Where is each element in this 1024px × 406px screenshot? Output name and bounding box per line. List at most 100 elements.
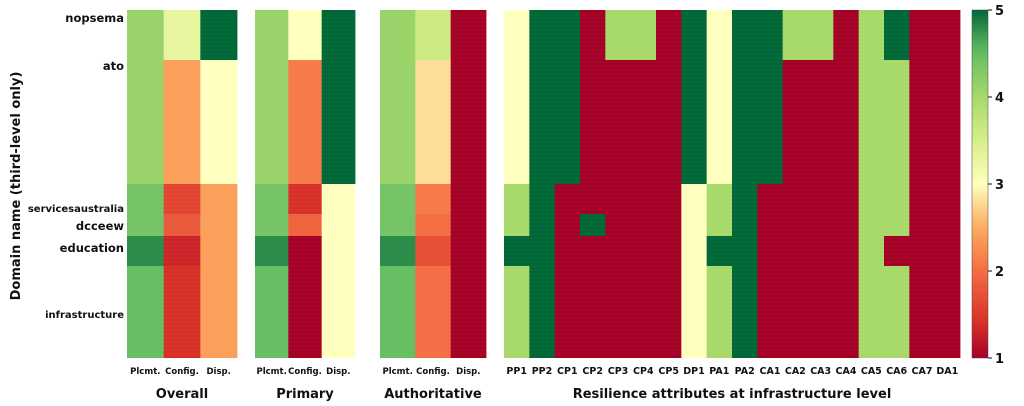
heatmap-cell [858,236,885,266]
heatmap-panel: Plcmt. Config. Disp. Primary [255,10,356,402]
heatmap-cell [757,10,784,60]
heatmap-cell [630,60,657,184]
x-tick-label: CP5 [658,366,679,377]
heatmap-cell [200,10,238,60]
panel-title: Overall [156,387,208,402]
heatmap-cell [681,60,708,184]
heatmap-cell [706,236,733,266]
heatmap-cell [833,184,860,214]
heatmap-cell [529,184,556,214]
y-tick-label: servicesaustralia [28,204,124,215]
heatmap-cell [380,60,416,184]
x-tick-label: PP2 [532,366,553,377]
x-tick-label: Disp. [206,367,230,377]
heatmap-cell [909,10,936,60]
heatmap-cell [580,60,606,184]
heatmap-cell [909,184,936,214]
heatmap-cell [415,60,452,184]
heatmap-cell [504,184,530,214]
heatmap-cell [884,266,910,358]
heatmap-cell [732,184,758,214]
heatmap-cell [450,214,487,236]
x-tick-label: Config. [165,367,199,377]
heatmap-cell [706,266,733,358]
heatmap-cell [833,236,860,266]
heatmap-cell [127,266,165,358]
heatmap-panel: Plcmt. Config. Disp. Authoritative [380,10,487,402]
x-tick-label: CA7 [912,366,933,377]
y-axis-label: Domain name (third-level only) [9,72,24,301]
heatmap-cell [255,266,289,358]
heatmap-cell [782,214,809,236]
heatmap-cell [833,60,860,184]
heatmap-cell [808,214,834,236]
heatmap-cell [732,60,758,184]
heatmap-cell [288,266,323,358]
panel-title: Resilience attributes at infrastructure … [573,387,892,402]
heatmap-cell [288,10,323,60]
x-tick-label: CP1 [557,366,578,377]
heatmap-cell [782,60,809,184]
heatmap-cell [163,10,201,60]
heatmap-cell [529,60,556,184]
heatmap-cell [200,266,238,358]
heatmap-cell [630,184,657,214]
heatmap-cell [288,60,323,184]
heatmap-cell [529,266,556,358]
heatmap-cell [630,236,657,266]
heatmap-cell [630,10,657,60]
heatmap-cell [605,214,632,236]
heatmap-cell [450,184,487,214]
heatmap-cell [782,266,809,358]
heatmap-cell [200,236,238,266]
heatmap-cell [288,236,323,266]
heatmap-panel: PP1 PP2 CP1 CP2 CP3 CP4 CP5 DP1 PA1 PA2 CA1 CA2 CA3 C… [504,10,961,402]
heatmap-cell [605,60,632,184]
heatmap-cell [884,60,910,184]
heatmap-cell [858,266,885,358]
heatmap-cell [200,214,238,236]
heatmap-cell [934,214,961,236]
heatmap-cell [529,214,556,236]
heatmap-cell [580,214,606,236]
heatmap-cell [656,236,682,266]
heatmap-cell [321,214,356,236]
x-tick-label: CP3 [608,366,629,377]
heatmap-cell [656,60,682,184]
heatmap-cell [757,214,784,236]
heatmap-cell [255,236,289,266]
panel-title: Primary [276,387,334,402]
x-tick-label: Disp. [326,367,350,377]
heatmap-cell [909,266,936,358]
heatmap-cell [127,214,165,236]
heatmap-cell [127,10,165,60]
heatmap-cell [504,60,530,184]
heatmap-cell [554,184,581,214]
heatmap-cell [706,60,733,184]
heatmap-cell [415,236,452,266]
heatmap-cell [909,60,936,184]
heatmap-cell [380,184,416,214]
heatmap-cell [321,10,356,60]
x-tick-label: Config. [416,367,450,377]
x-tick-label: CP4 [633,366,654,377]
y-tick-label: education [60,241,124,255]
heatmap-cell [732,10,758,60]
heatmap-cell [858,214,885,236]
x-tick-label: DA1 [936,366,958,377]
heatmap-cell [127,60,165,184]
heatmap-cell [706,184,733,214]
heatmap-cell [934,236,961,266]
heatmap-cell [782,236,809,266]
heatmap-cell [732,266,758,358]
heatmap-cell [321,236,356,266]
heatmap-cell [681,184,708,214]
heatmap-cell [580,10,606,60]
y-tick-label: dcceew [76,219,124,233]
heatmap-cell [732,214,758,236]
y-tick-label: infrastructure [45,310,124,321]
heatmap-cell [681,236,708,266]
colorbar-tick-label: 3 [995,178,1004,193]
